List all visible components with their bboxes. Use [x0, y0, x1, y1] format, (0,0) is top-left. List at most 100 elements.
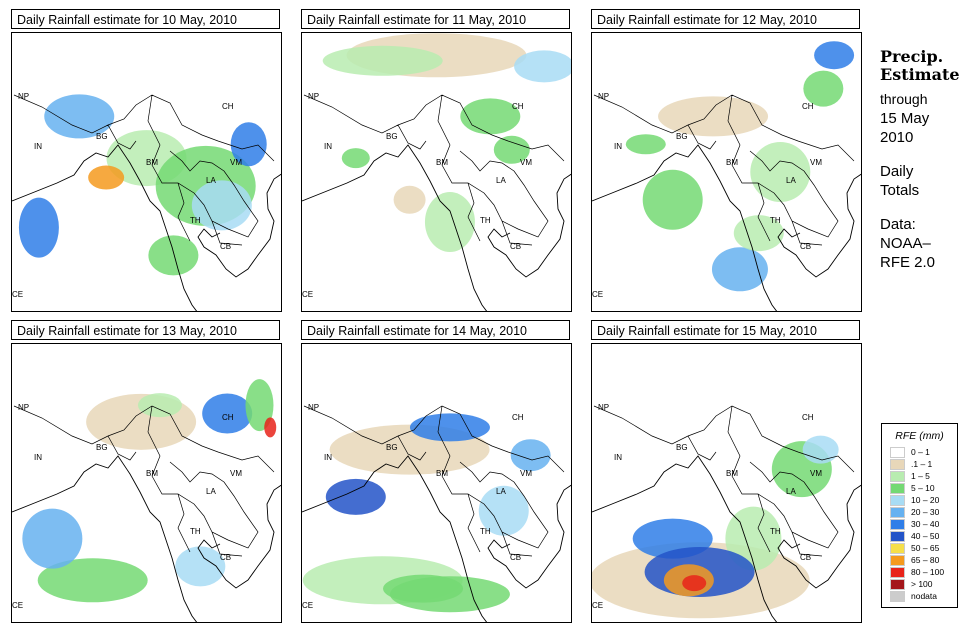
legend-label: 10 – 20 [911, 495, 940, 505]
country-label: TH [190, 216, 201, 225]
coastline [302, 144, 571, 311]
legend-swatch [890, 566, 905, 578]
country-borders [13, 405, 275, 557]
legend-label: 0 – 1 [911, 447, 930, 457]
country-label: NP [308, 92, 319, 101]
country-label: BG [386, 132, 398, 141]
legend-swatch [890, 542, 905, 554]
rainfall-area [264, 417, 277, 438]
rainfall-area [658, 96, 769, 137]
coastline [12, 144, 281, 311]
map-canvas: NP CH IN BG BM VM LA TH CB CE [302, 403, 571, 622]
country-label: CH [512, 413, 524, 422]
country-label: NP [18, 403, 29, 412]
legend-item: .1 – 1 [890, 458, 957, 470]
legend-swatch [890, 590, 905, 602]
rainfall-area [191, 180, 252, 231]
rainfall-area [22, 508, 83, 569]
country-label: CE [302, 601, 313, 610]
source-label: NOAA– [880, 235, 931, 252]
legend-swatch [890, 530, 905, 542]
rainfall-map: NP CH IN BG BM VM LA TH CB CE [301, 343, 572, 623]
legend-swatch [890, 578, 905, 590]
legend-label: nodata [911, 591, 937, 601]
rainfall-area [175, 546, 226, 587]
country-label: LA [496, 176, 506, 185]
country-label: CB [220, 553, 231, 562]
country-label: CH [222, 102, 234, 111]
legend-swatch [890, 482, 905, 494]
country-label: TH [770, 527, 781, 536]
country-label: BG [676, 132, 688, 141]
country-label: TH [770, 216, 781, 225]
rainfall-map: NP CH IN BG BM VM LA TH CB CE [11, 32, 282, 312]
country-borders [593, 405, 855, 557]
panel-title: Daily Rainfall estimate for 11 May, 2010 [301, 9, 570, 29]
map-canvas: NP CH IN BG BM VM LA TH CB CE [302, 33, 571, 311]
legend-item: 65 – 80 [890, 554, 957, 566]
rainfall-area [514, 50, 571, 83]
legend-swatch [890, 470, 905, 482]
rainfall-area [803, 70, 844, 107]
country-label: CB [510, 553, 521, 562]
legend-label: > 100 [911, 579, 933, 589]
legend-label: 30 – 40 [911, 519, 940, 529]
rfe-legend: RFE (mm) 0 – 1 .1 – 1 1 – 5 5 – 10 10 – 20 20… [881, 423, 958, 608]
country-label: VM [520, 158, 532, 167]
country-label: IN [34, 453, 42, 462]
panel-title: Daily Rainfall estimate for 12 May, 2010 [591, 9, 860, 29]
country-label: LA [496, 487, 506, 496]
coastline [302, 455, 571, 622]
legend-item: 80 – 100 [890, 566, 957, 578]
legend-item: 1 – 5 [890, 470, 957, 482]
rainfall-map: NP CH IN BG BM VM LA TH CB CE [11, 343, 282, 623]
rainfall-area [44, 94, 115, 139]
legend-item: 20 – 30 [890, 506, 957, 518]
map-canvas: NP CH IN BG BM VM LA TH CB CE [12, 379, 281, 622]
legend-title: RFE (mm) [895, 430, 944, 442]
country-label: IN [324, 453, 332, 462]
country-borders [593, 94, 855, 246]
country-borders [303, 405, 565, 557]
product-label: RFE 2.0 [880, 254, 936, 271]
country-label: CE [12, 290, 23, 299]
legend-label: 50 – 65 [911, 543, 940, 553]
side-info: Precip. Estimate through 15 May 2010 Dai… [880, 48, 960, 272]
heading-estimate: Estimate [880, 65, 960, 84]
rainfall-area [682, 575, 707, 592]
rainfall-area [18, 197, 59, 258]
country-label: NP [598, 92, 609, 101]
panel-title: Daily Rainfall estimate for 14 May, 2010 [301, 320, 570, 340]
country-label: CE [12, 601, 23, 610]
rainfall-area [393, 185, 426, 214]
rainfall-map: NP CH IN BG BM VM LA TH CB CE [591, 343, 862, 623]
rainfall-area [733, 215, 784, 252]
country-label: CE [592, 601, 603, 610]
country-label: CH [512, 102, 524, 111]
country-label: VM [810, 469, 822, 478]
rainfall-area [230, 122, 267, 167]
legend-item: 10 – 20 [890, 494, 957, 506]
legend-item: nodata [890, 590, 957, 602]
heading-precip: Precip. [880, 47, 944, 66]
rainfall-area [493, 135, 530, 164]
country-label: BM [146, 158, 158, 167]
country-label: BG [96, 132, 108, 141]
rainfall-area [409, 413, 490, 442]
country-label: BG [96, 443, 108, 452]
country-borders [303, 94, 565, 246]
rainfall-area [642, 169, 703, 230]
rainfall-area [478, 485, 529, 536]
country-label: BM [726, 158, 738, 167]
legend-item: 30 – 40 [890, 518, 957, 530]
country-label: IN [614, 142, 622, 151]
legend-swatch [890, 518, 905, 530]
panel-title: Daily Rainfall estimate for 10 May, 2010 [11, 9, 280, 29]
rainfall-area [510, 439, 551, 472]
rainfall-map: NP CH IN BG BM VM LA TH CB CE [301, 32, 572, 312]
country-label: LA [786, 176, 796, 185]
country-label: BM [436, 158, 448, 167]
country-label: IN [324, 142, 332, 151]
rainfall-area [711, 247, 768, 292]
rainfall-area [322, 45, 443, 76]
